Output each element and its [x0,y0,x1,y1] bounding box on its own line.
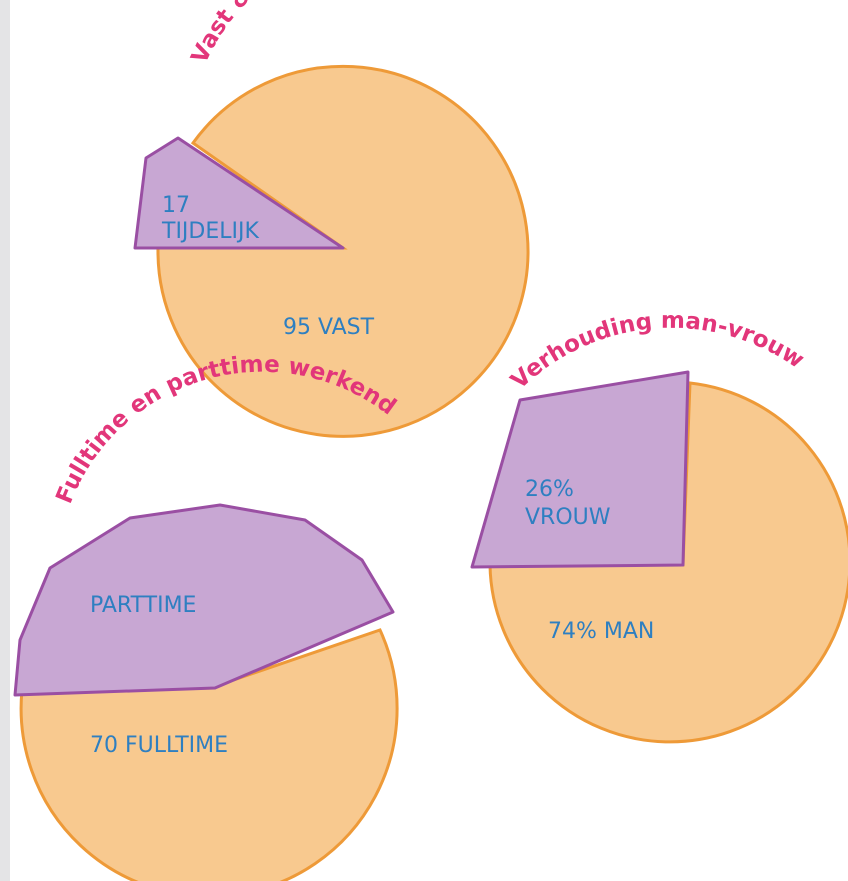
label-tijdelijk: TIJDELIJK [161,219,259,244]
label-man: 74% MAN [548,619,654,644]
label-vast: 95 VAST [283,315,375,340]
left-edge-strip [0,0,10,881]
label-tijdelijk-value: 17 [162,193,190,218]
pie-chart-man-vrouw: 26% VROUW 74% MAN Verhouding man-vrouw [470,308,848,744]
label-vrouw: VROUW [525,505,611,530]
slice-vrouw [470,370,690,569]
label-parttime: PARTTIME [90,593,196,618]
slice-parttime [13,503,395,697]
slice-man [488,381,848,744]
label-vrouw-pct: 26% [525,477,574,502]
slice-tijdelijk [133,136,345,250]
title-dienstverband-text: Vast & tijdelijk dienstverband [187,0,541,68]
label-fulltime: 70 FULLTIME [90,733,228,758]
slice-vast [156,64,530,438]
title-dienstverband: Vast & tijdelijk dienstverband [187,0,541,68]
